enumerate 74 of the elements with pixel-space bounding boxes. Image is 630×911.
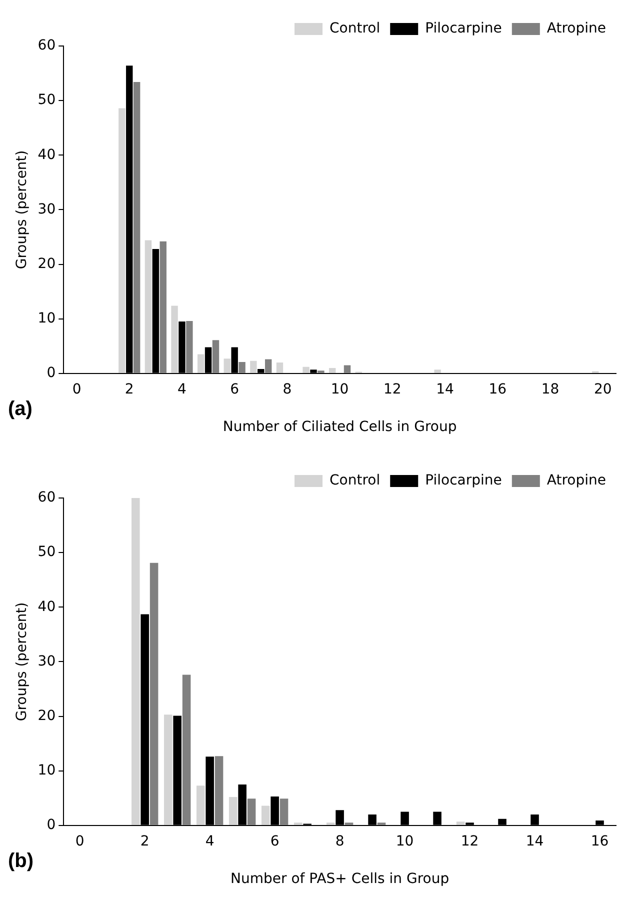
bar <box>238 362 246 373</box>
bar <box>164 714 172 825</box>
x-tick-label: 10 <box>330 381 349 398</box>
bar <box>212 340 220 373</box>
x-tick-label: 14 <box>526 833 544 850</box>
x-tick-label: 4 <box>178 381 187 398</box>
x-tick-label: 8 <box>282 381 292 398</box>
bar <box>118 108 126 373</box>
bar <box>264 359 272 373</box>
y-tick-label: 60 <box>38 490 56 506</box>
bar <box>344 365 351 373</box>
x-tick-label: 4 <box>205 833 214 850</box>
x-tick-label: 20 <box>594 381 612 398</box>
x-axis-title: Number of Ciliated Cells in Group <box>222 419 457 436</box>
x-tick-label: 18 <box>541 381 560 398</box>
x-tick-label: 16 <box>590 833 609 850</box>
y-axis-title: Groups (percent) <box>14 602 30 722</box>
bar <box>133 82 140 373</box>
bar <box>302 366 310 373</box>
bar <box>150 562 158 825</box>
y-tick-label: 30 <box>38 201 56 218</box>
legend-label: Control <box>330 20 380 37</box>
bar <box>228 797 238 825</box>
y-axis-title: Groups (percent) <box>14 150 30 270</box>
x-tick-label: 12 <box>460 833 479 850</box>
y-tick-label: 0 <box>46 817 56 834</box>
text: (b) <box>8 850 34 873</box>
bar <box>280 798 288 825</box>
y-tick-label: 30 <box>38 653 56 670</box>
legend-label: Pilocarpine <box>425 472 502 489</box>
bar <box>329 368 336 373</box>
x-tick-label: 2 <box>140 833 150 850</box>
bar <box>250 360 257 373</box>
bar <box>261 806 270 825</box>
legend-label: Atropine <box>546 20 606 37</box>
x-tick-label: 8 <box>335 833 344 850</box>
x-tick-label: 0 <box>72 381 82 398</box>
y-tick-label: 10 <box>38 310 56 326</box>
bar <box>144 240 152 373</box>
legend-label: Pilocarpine <box>425 20 502 37</box>
y-tick-label: 40 <box>38 598 56 615</box>
x-tick-label: 16 <box>488 381 507 398</box>
bar <box>196 786 205 825</box>
x-tick-label: 0 <box>75 833 84 850</box>
x-tick-label: 6 <box>270 833 280 850</box>
x-tick-label: 6 <box>230 381 240 398</box>
y-tick-label: 20 <box>38 256 56 272</box>
y-tick-label: 40 <box>38 146 56 163</box>
bar <box>171 306 178 373</box>
bar <box>247 798 256 825</box>
bar <box>197 354 204 373</box>
x-axis-title: Number of PAS+ Cells in Group <box>230 871 450 888</box>
bar <box>456 822 465 825</box>
x-tick-label: 14 <box>436 381 454 398</box>
y-tick-label: 0 <box>46 365 56 382</box>
legend-label: Atropine <box>546 472 606 489</box>
bar <box>160 241 166 373</box>
bar <box>186 321 193 373</box>
bar <box>182 674 191 825</box>
y-tick-label: 20 <box>38 708 56 724</box>
bar <box>214 756 224 825</box>
x-tick-label: 12 <box>384 381 402 398</box>
bar <box>132 498 140 825</box>
y-tick-label: 10 <box>38 762 56 778</box>
bar <box>276 362 284 373</box>
x-tick-label: 2 <box>124 381 134 398</box>
text: (a) <box>8 398 32 421</box>
bar <box>224 358 230 373</box>
legend-label: Control <box>330 472 380 489</box>
y-tick-label: 60 <box>38 38 56 54</box>
y-tick-label: 50 <box>38 92 56 108</box>
x-tick-label: 10 <box>396 833 414 850</box>
bar <box>434 370 441 373</box>
y-tick-label: 50 <box>38 544 56 560</box>
